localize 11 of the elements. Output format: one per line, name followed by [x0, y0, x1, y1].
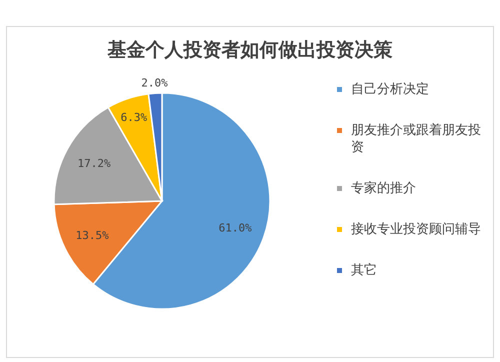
legend-label: 专家的推介	[351, 181, 416, 196]
legend-label: 自己分析决定	[351, 82, 429, 97]
chart-title: 基金个人投资者如何做出投资决策	[106, 38, 394, 63]
legend-label: 接收专业投资顾问辅导	[351, 222, 481, 237]
data-label: 6.3%	[120, 111, 148, 124]
data-label: 61.0%	[218, 221, 252, 234]
data-label: 17.2%	[78, 157, 112, 170]
legend-label: 其它	[351, 263, 377, 278]
data-label: 13.5%	[76, 229, 110, 242]
data-label: 2.0%	[141, 76, 168, 90]
legend-label: 朋友推介或跟着朋友投资	[351, 123, 481, 155]
